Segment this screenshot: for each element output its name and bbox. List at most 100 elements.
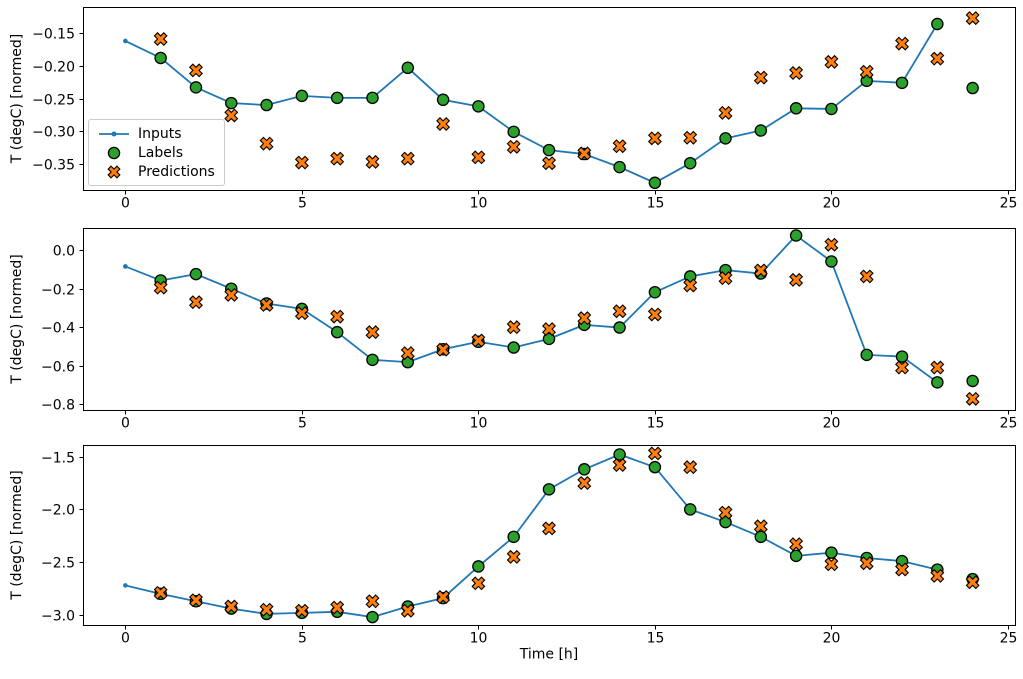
y-tick-label: −0.35 (32, 157, 75, 173)
predictions-marker (365, 594, 380, 609)
labels-marker (825, 546, 838, 559)
inputs-line (125, 453, 938, 618)
labels-marker (366, 610, 379, 624)
labels-marker (295, 89, 309, 103)
labels-marker (860, 348, 873, 362)
predictions-marker (294, 306, 309, 321)
labels-marker (507, 530, 520, 544)
y-tick-label: 0.0 (53, 243, 75, 259)
predictions-marker (753, 519, 768, 534)
predictions-marker (436, 590, 451, 605)
predictions-marker (577, 146, 592, 161)
x-tick-label: 25 (1000, 416, 1018, 432)
predictions-marker (753, 263, 768, 278)
y-tick-label: −3.0 (41, 608, 75, 624)
predictions-marker (753, 70, 768, 85)
predictions-marker (365, 325, 380, 340)
inputs-marker (123, 38, 128, 44)
predictions-marker (647, 307, 662, 322)
predictions-marker (153, 585, 168, 600)
predictions-marker (895, 36, 910, 51)
y-tick-label: −0.8 (41, 397, 75, 413)
y-tick-label: −0.25 (32, 92, 75, 108)
y-tick-label: −0.2 (41, 282, 75, 298)
labels-marker (789, 102, 803, 115)
x-tick-label: 0 (121, 631, 130, 647)
predictions-marker (612, 458, 627, 473)
predictions-marker (259, 136, 274, 151)
predictions-marker (330, 309, 345, 324)
predictions-x-icon (97, 164, 131, 180)
y-axis-label: T (degC) [normed] (9, 34, 25, 165)
x-tick-label: 5 (298, 631, 307, 647)
legend-item-labels: Labels (97, 143, 215, 162)
x-tick-label: 20 (823, 631, 841, 647)
predictions-marker (471, 576, 486, 591)
labels-marker (789, 229, 803, 242)
predictions-marker (330, 151, 345, 166)
y-tick-label: −0.6 (41, 359, 75, 375)
subplot-3: 0 5 10 15 20 25 −3.0 −2.5 −2.0 −1.5 T (degC) [norm… (9, 445, 1017, 663)
predictions-marker (718, 505, 733, 520)
legend-item-inputs: Inputs (97, 124, 215, 143)
y-tick-label: −2.5 (41, 555, 75, 571)
x-tick-label: 5 (298, 416, 307, 432)
labels-marker (472, 100, 485, 113)
labels-marker (542, 483, 556, 496)
legend-x-sample (107, 164, 121, 179)
predictions-marker (824, 54, 839, 69)
predictions-marker (859, 269, 874, 284)
labels-marker (542, 332, 556, 346)
predictions-marker (400, 151, 415, 166)
thick-x-glyph (107, 164, 121, 179)
predictions-marker (577, 476, 592, 490)
labels-marker (578, 463, 591, 476)
labels-marker (825, 102, 838, 116)
predictions-marker (647, 446, 662, 461)
labels-marker (931, 17, 944, 31)
labels-marker (401, 61, 415, 75)
labels-circle-icon (97, 145, 131, 161)
subplot-1: 0 5 10 15 20 25 −0.35 −0.30 −0.25 −0.20 −0.15 T (de… (9, 7, 1017, 212)
predictions-marker (542, 521, 556, 536)
labels-marker (189, 267, 203, 281)
predictions-marker (895, 562, 910, 577)
labels-marker (366, 91, 379, 105)
predictions-marker (612, 139, 627, 154)
predictions-marker (365, 154, 380, 169)
predictions-marker (965, 391, 980, 406)
labels-marker (931, 376, 944, 389)
labels-marker (895, 350, 909, 363)
x-axis-label: Time [h] (519, 647, 579, 663)
y-tick-label: −0.20 (32, 59, 75, 75)
labels-marker (648, 285, 662, 299)
labels-marker (789, 549, 803, 563)
filled-circle-glyph (107, 146, 121, 159)
x-tick-label: 10 (470, 631, 488, 647)
predictions-marker (789, 66, 804, 80)
predictions-marker (400, 603, 415, 618)
predictions-marker (400, 346, 415, 361)
axes-frame (83, 228, 1016, 411)
predictions-marker (577, 311, 592, 326)
inputs-line-icon (97, 126, 131, 142)
predictions-marker (789, 537, 804, 552)
x-tick-label: 5 (298, 196, 307, 212)
legend-item-predictions: Predictions (97, 162, 215, 181)
labels-marker (895, 76, 909, 90)
labels-marker (225, 96, 238, 110)
predictions-marker (506, 139, 521, 154)
labels-marker (825, 255, 838, 268)
predictions-marker (436, 117, 451, 131)
labels-marker (719, 515, 732, 529)
predictions-marker (965, 11, 980, 26)
predictions-marker (930, 568, 945, 583)
labels-marker (189, 81, 203, 94)
labels-marker (366, 353, 379, 367)
subplot-2: 0 5 10 15 20 25 −0.8 −0.6 −0.4 −0.2 0.0 T (degC) [n… (9, 228, 1018, 432)
predictions-marker (859, 556, 874, 571)
predictions-marker (224, 287, 239, 302)
predictions-marker (930, 51, 945, 66)
